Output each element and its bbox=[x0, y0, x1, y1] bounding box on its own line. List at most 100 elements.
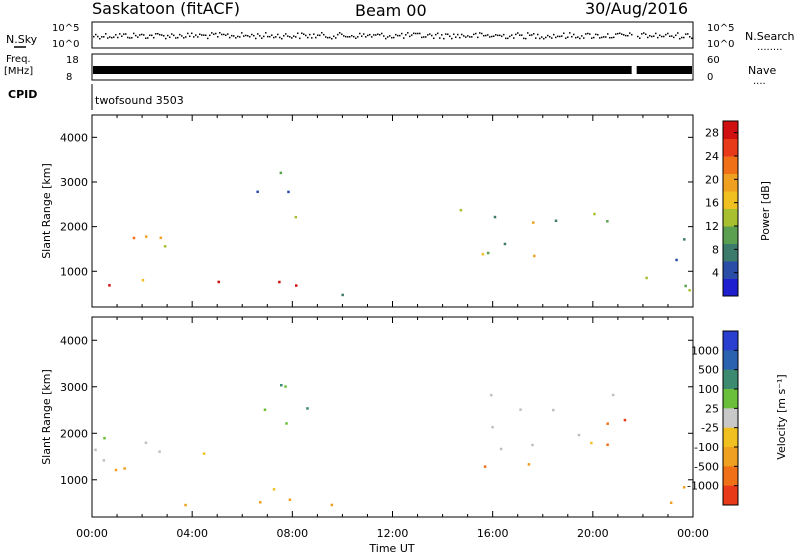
noise-sample bbox=[457, 33, 459, 36]
noise-sample bbox=[625, 34, 627, 37]
noise-sample bbox=[469, 36, 471, 38]
velocity-cell bbox=[489, 393, 493, 397]
colorbar-swatch bbox=[723, 138, 738, 157]
noise-sample bbox=[691, 37, 693, 40]
noise-sample bbox=[439, 37, 441, 39]
noise-sample bbox=[255, 37, 257, 40]
noise-sample bbox=[631, 33, 633, 36]
power-cell bbox=[256, 190, 259, 194]
noise-tick-high-right: 10^5 bbox=[707, 23, 734, 34]
noise-sample bbox=[533, 33, 535, 35]
freq-tick-low: 8 bbox=[66, 72, 72, 83]
velocity-cell bbox=[491, 425, 494, 429]
noise-sample bbox=[559, 35, 561, 38]
noise-sample bbox=[389, 35, 391, 37]
power-cell bbox=[486, 251, 490, 255]
freq-band bbox=[636, 66, 692, 74]
noise-sample bbox=[503, 33, 505, 36]
noise-sample bbox=[231, 34, 233, 37]
noise-sample bbox=[461, 33, 463, 36]
noise-sample bbox=[665, 33, 667, 36]
velocity-cell bbox=[623, 418, 627, 422]
noise-sample bbox=[427, 34, 429, 36]
power-cell bbox=[683, 238, 686, 241]
velocity-cell bbox=[144, 441, 148, 445]
velocity-cell bbox=[158, 450, 161, 453]
noise-sample bbox=[107, 37, 109, 39]
colorbar-swatch bbox=[723, 408, 738, 429]
noise-sample bbox=[371, 36, 373, 38]
power-cell bbox=[132, 236, 136, 240]
noise-sample bbox=[143, 34, 145, 36]
noise-sample bbox=[671, 35, 673, 37]
nave-tick-low: 0 bbox=[707, 72, 713, 83]
noise-sample bbox=[483, 34, 485, 37]
noise-sample bbox=[481, 32, 483, 35]
noise-sample bbox=[269, 35, 271, 38]
noise-sample bbox=[311, 37, 313, 39]
noise-sample bbox=[309, 33, 311, 36]
noise-sample bbox=[529, 34, 531, 36]
station-title: Saskatoon (fitACF) bbox=[92, 0, 240, 18]
noise-sample bbox=[109, 36, 111, 38]
noise-sample bbox=[169, 36, 171, 39]
power-cell bbox=[684, 284, 687, 288]
y-tick-label: 1000 bbox=[60, 265, 88, 278]
velocity-cell bbox=[184, 503, 187, 507]
noise-sample bbox=[573, 33, 575, 36]
noise-sample bbox=[253, 34, 255, 37]
noise-sample bbox=[627, 34, 629, 37]
noise-panel: N.Sky 10^5 10^0 10^5 10^0 N.Search .....… bbox=[6, 21, 795, 53]
colorbar-frame bbox=[722, 120, 739, 297]
noise-sample bbox=[599, 37, 601, 39]
noise-sample bbox=[173, 34, 175, 37]
power-cell bbox=[294, 284, 298, 287]
noise-sample bbox=[509, 35, 511, 38]
noise-sample bbox=[623, 34, 625, 36]
noise-sample bbox=[505, 37, 507, 40]
noise-sample bbox=[127, 36, 129, 39]
noise-sample bbox=[325, 36, 327, 38]
noise-sample bbox=[111, 36, 113, 39]
noise-sample bbox=[291, 37, 293, 39]
noise-sample bbox=[647, 36, 649, 39]
noise-sample bbox=[639, 37, 641, 39]
x-tick-label: 20:00 bbox=[577, 527, 609, 540]
noise-sample bbox=[297, 32, 299, 35]
noise-sample bbox=[323, 33, 325, 36]
velocity-cell bbox=[682, 486, 686, 489]
freq-label: Freq. bbox=[6, 54, 31, 65]
y-tick-label: 2000 bbox=[60, 427, 88, 440]
colorbar-frame bbox=[722, 330, 739, 506]
colorbar-swatch bbox=[723, 427, 738, 448]
noise-sample bbox=[185, 36, 187, 38]
noise-sample bbox=[415, 32, 417, 35]
power-panel: 1000 2000 3000 4000 Slant Range [km] 4 8 12 16… bbox=[40, 114, 772, 308]
noise-sample bbox=[177, 36, 179, 39]
noise-sample bbox=[135, 34, 137, 37]
noise-sample bbox=[519, 34, 521, 36]
noise-sample bbox=[413, 32, 415, 35]
noise-sample bbox=[265, 32, 267, 34]
noise-sample bbox=[565, 37, 567, 39]
noise-sample bbox=[475, 32, 477, 35]
noise-sample bbox=[611, 36, 613, 39]
noise-sample bbox=[467, 35, 469, 37]
noise-sample bbox=[233, 35, 235, 37]
velocity-cell bbox=[263, 408, 267, 412]
velocity-cell bbox=[259, 501, 262, 504]
velocity-y-axis: 1000 2000 3000 4000 bbox=[60, 334, 693, 487]
noise-sample bbox=[393, 36, 395, 39]
freq-trace bbox=[93, 66, 692, 74]
noise-trace bbox=[93, 32, 693, 40]
noise-sample bbox=[675, 34, 677, 37]
noise-sample bbox=[577, 36, 579, 38]
noise-sample bbox=[539, 37, 541, 40]
noise-sample bbox=[629, 32, 631, 34]
noise-sample bbox=[333, 35, 335, 38]
x-tick-label: 00:00 bbox=[677, 527, 709, 540]
noise-sample bbox=[681, 36, 683, 39]
noise-sample bbox=[203, 34, 205, 36]
noise-sample bbox=[247, 35, 249, 37]
colorbar-swatch bbox=[723, 156, 738, 174]
